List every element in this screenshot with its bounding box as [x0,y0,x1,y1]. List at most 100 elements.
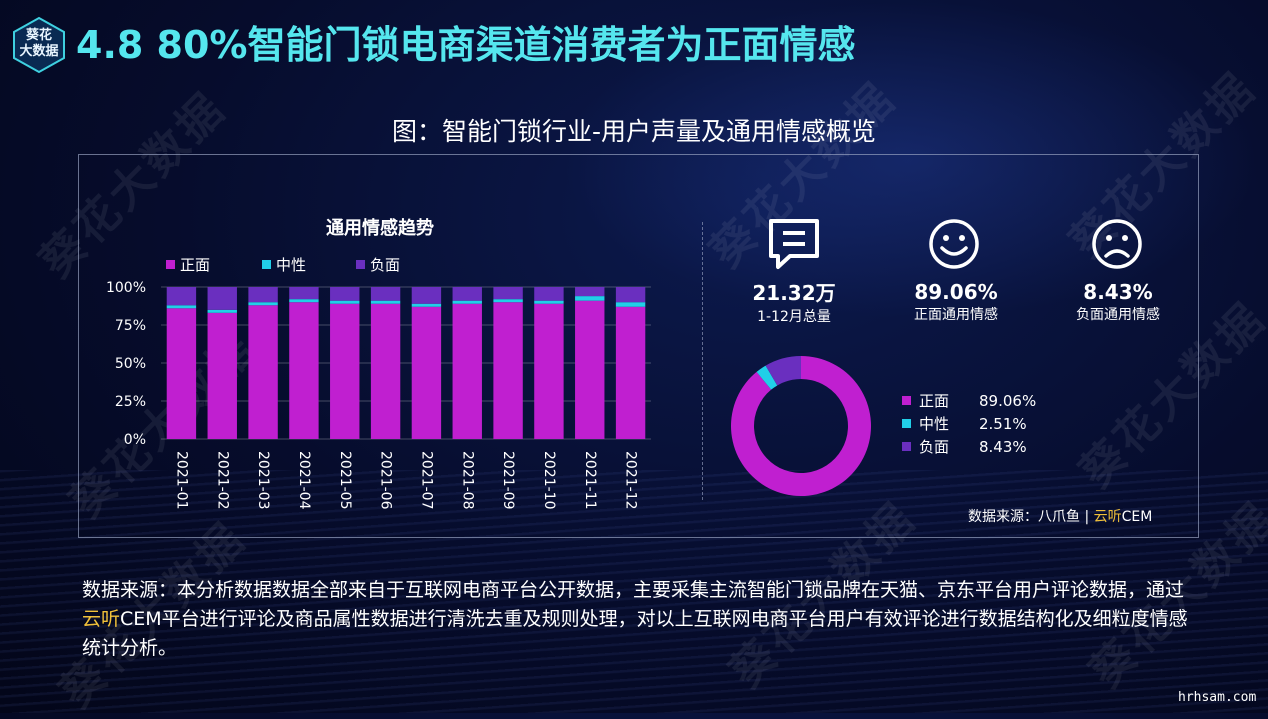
bar-segment [493,302,523,439]
x-tick-label: 2021-02 [214,451,230,510]
bar-segment [411,303,442,307]
bar-segment [534,300,564,304]
x-tick-label: 2021-09 [500,451,516,510]
chart-source-prefix: 数据来源：八爪鱼 | [968,509,1094,525]
legend-label: 正面 [180,256,210,274]
legend-label: 正面 [919,392,950,410]
bar-segment [330,300,360,304]
legend-label: 负面 [370,256,400,274]
legend-swatch [356,260,365,269]
x-tick-label: 2021-05 [337,451,353,510]
kpi-negative: 8.43% 负面通用情感 [1056,280,1180,324]
x-tick-label: 2021-08 [459,451,475,510]
logo-text-line2: 大数据 [19,44,59,59]
bar-segment [452,300,482,304]
kpi-value: 21.32万 [752,281,836,305]
bar-segment [330,287,360,301]
x-tick-label: 2021-11 [582,451,598,510]
logo-text-line1: 葵花 [25,28,52,43]
footer-text-part1: 数据来源：本分析数据数据全部来自于互联网电商平台公开数据，主要采集主流智能门锁品… [82,579,1185,601]
bar-segment [166,305,197,309]
donut-legend: 正面 89.06% 中性 2.51% 负面 8.43% [902,389,1036,458]
legend-swatch [262,260,271,269]
background-glow [560,0,1260,320]
legend-swatch [902,419,911,428]
y-tick-label: 0% [124,432,146,448]
donut-slice [756,365,778,390]
bar-segment [411,287,442,304]
bar-segment [452,303,482,439]
legend-swatch [902,396,911,405]
bar-segment [166,308,197,439]
legend-label: 负面 [919,438,950,456]
legend-label: 中性 [276,256,306,274]
bar-segment [248,287,278,303]
site-watermark: hrhsam.com [1178,690,1257,705]
x-tick-label: 2021-03 [255,451,271,510]
bar-segment [493,299,523,303]
donut-slice [765,356,801,386]
bar-chart-title: 通用情感趋势 [326,217,434,239]
bar-segment [248,302,278,306]
footer-source-note: 数据来源：本分析数据数据全部来自于互联网电商平台公开数据，主要采集主流智能门锁品… [82,576,1192,663]
y-tick-label: 50% [115,356,146,372]
figure-title: 图：智能门锁行业-用户声量及通用情感概览 [391,117,877,146]
bar-segment [370,300,401,304]
panel-divider [702,222,703,500]
kpi-total-volume: 21.32万 1-12月总量 [734,277,854,326]
kpi-positive: 89.06% 正面通用情感 [894,280,1018,324]
legend-value: 89.06% [979,391,1037,410]
bar-segment [207,309,237,313]
bar-segment [370,303,401,439]
footer-highlight: 云听 [82,608,121,630]
legend-swatch [902,442,911,451]
bar-segment [166,287,197,306]
bar-segment [534,287,564,301]
comment-icon [769,219,819,269]
kpi-label: 负面通用情感 [1076,307,1160,323]
x-tick-label: 2021-07 [418,451,434,510]
bar-segment [575,287,605,297]
bar-segment [330,303,360,439]
chart-source: 数据来源：八爪鱼 | 云听CEM [968,506,1152,526]
bar-segment [615,302,646,307]
bar-segment [615,306,646,439]
chart-source-highlight: 云听 [1093,509,1122,525]
bar-segment [248,305,278,439]
frown-icon [1092,219,1142,269]
bar-segment [370,287,401,301]
x-tick-label: 2021-06 [378,451,394,510]
legend-label: 中性 [919,415,950,433]
legend-swatch [166,260,175,269]
smile-icon [929,219,979,269]
chart-source-suffix: CEM [1121,509,1153,525]
legend-value: 8.43% [979,437,1027,456]
donut-legend-item: 正面 89.06% [902,389,1036,412]
x-tick-label: 2021-10 [541,451,557,509]
bar-segment [411,306,442,439]
bar-segment [493,287,523,300]
footer-text-part2: CEM平台进行评论及商品属性数据进行清洗去重及规则处理，对以上互联网电商平台用户… [82,608,1188,659]
bar-segment [207,287,237,310]
bar-segment [289,299,319,303]
background-waves [0,470,1268,713]
bar-segment [615,287,646,303]
kpi-value: 89.06% [914,280,998,304]
logo: 葵花 大数据 [10,16,68,74]
bar-segment [575,300,605,439]
sentiment-donut-chart [731,356,871,496]
bar-segment [575,296,605,301]
donut-legend-item: 中性 2.51% [902,412,1036,435]
bar-segment [289,287,319,300]
x-tick-label: 2021-01 [173,451,189,510]
bar-segment [452,287,482,301]
y-tick-label: 25% [115,394,146,410]
donut-legend-item: 负面 8.43% [902,435,1036,458]
bar-segment [207,312,237,439]
x-tick-label: 2021-12 [623,451,639,510]
logo-hexagon-icon [13,16,65,74]
donut-slice [731,356,871,496]
kpi-value: 8.43% [1083,280,1153,304]
x-tick-label: 2021-04 [296,451,312,510]
